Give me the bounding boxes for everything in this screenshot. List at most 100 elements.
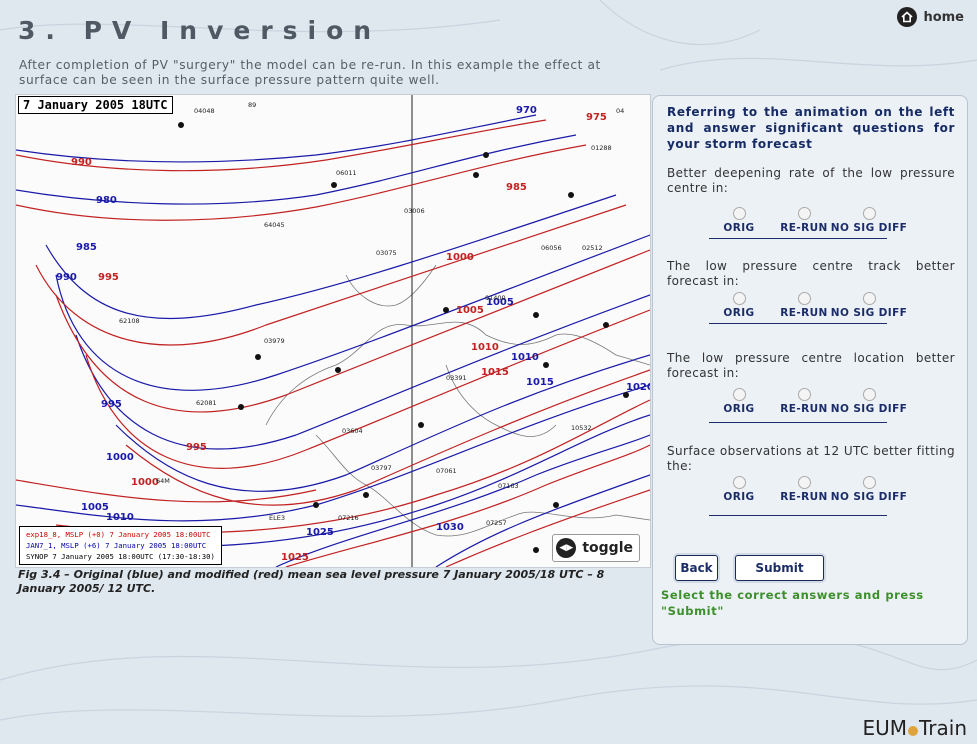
legend-synop: SYNOP 7 January 2005 18:00UTC (17:30-18:…: [26, 552, 215, 561]
radio-button[interactable]: [797, 292, 811, 305]
isobar-label: 990: [56, 272, 77, 283]
isobar-label: 990: [71, 157, 92, 168]
q2-option-nosigdiff[interactable]: NO SIG DIFF: [831, 292, 907, 319]
svg-text:89: 89: [248, 101, 256, 109]
svg-text:01400: 01400: [485, 294, 506, 302]
svg-text:03391: 03391: [446, 374, 467, 382]
coastlines: [265, 264, 650, 537]
isobar-label: 985: [506, 182, 527, 193]
isobar-label: 980: [96, 195, 117, 206]
radio-button[interactable]: [797, 207, 811, 220]
synop-stations: [178, 122, 629, 553]
question-3-options: ORIG RE-RUN NO SIG DIFF: [709, 388, 907, 415]
radio-button[interactable]: [732, 476, 746, 489]
home-icon: [897, 7, 918, 27]
back-button[interactable]: Back: [675, 555, 718, 581]
isobar-label: 1020: [626, 382, 650, 393]
radio-button[interactable]: [797, 476, 811, 489]
question-2-options: ORIG RE-RUN NO SIG DIFF: [709, 292, 907, 319]
isobar-label: 1005: [486, 297, 514, 308]
svg-text:03075: 03075: [376, 249, 397, 257]
radio-button[interactable]: [862, 476, 876, 489]
figure-caption: Fig 3.4 – Original (blue) and modified (…: [18, 568, 605, 595]
question-panel: Referring to the animation on the left a…: [652, 95, 968, 645]
separator: [709, 422, 887, 423]
isobar-label: 975: [586, 112, 607, 123]
svg-text:06011: 06011: [336, 169, 357, 177]
pressure-map: 980 985 990 995 1000 1005 1010 1025 1030…: [15, 94, 651, 568]
q1-option-nosigdiff[interactable]: NO SIG DIFF: [831, 207, 907, 234]
isobar-labels: 980 985 990 995 1000 1005 1010 1025 1030…: [56, 105, 650, 563]
radio-button[interactable]: [732, 292, 746, 305]
svg-text:62081: 62081: [196, 399, 217, 407]
question-3: The low pressure centre location better …: [667, 351, 955, 380]
q3-option-orig[interactable]: ORIG: [709, 388, 769, 415]
radio-button[interactable]: [732, 207, 746, 220]
q4-option-nosigdiff[interactable]: NO SIG DIFF: [831, 476, 907, 503]
submit-button[interactable]: Submit: [735, 555, 824, 581]
legend-original: JAN7_1, MSLP (+6) 7 January 2005 18:00UT…: [26, 541, 207, 550]
svg-text:03979: 03979: [264, 337, 285, 345]
toggle-button[interactable]: ◀▶ toggle: [552, 534, 640, 562]
question-4-options: ORIG RE-RUN NO SIG DIFF: [709, 476, 907, 503]
svg-text:64045: 64045: [264, 221, 285, 229]
isobar-label: 1030: [436, 522, 464, 533]
q3-option-rerun[interactable]: RE-RUN: [774, 388, 834, 415]
svg-text:07061: 07061: [436, 467, 457, 475]
isobar-label: 1010: [106, 512, 134, 523]
svg-text:04048: 04048: [194, 107, 215, 115]
q4-option-rerun[interactable]: RE-RUN: [774, 476, 834, 503]
q4-option-orig[interactable]: ORIG: [709, 476, 769, 503]
question-1-options: ORIG RE-RUN NO SIG DIFF: [709, 207, 907, 234]
svg-text:04: 04: [616, 107, 624, 115]
isobar-label: 1015: [526, 377, 554, 388]
isobar-label: 1025: [306, 527, 334, 538]
eumetrain-logo: EUM Train: [862, 716, 967, 740]
svg-text:64M: 64M: [156, 477, 170, 485]
svg-text:10532: 10532: [571, 424, 592, 432]
q3-option-nosigdiff[interactable]: NO SIG DIFF: [831, 388, 907, 415]
separator: [709, 515, 887, 516]
panel-intro: Referring to the animation on the left a…: [667, 105, 955, 151]
svg-text:62108: 62108: [119, 317, 140, 325]
svg-text:07216: 07216: [338, 514, 359, 522]
radio-button[interactable]: [862, 292, 876, 305]
radio-button[interactable]: [862, 207, 876, 220]
svg-text:01288: 01288: [591, 144, 612, 152]
isobar-label: 995: [101, 399, 122, 410]
isobar-label: 970: [516, 105, 537, 116]
radio-button[interactable]: [797, 388, 811, 401]
svg-text:02512: 02512: [582, 244, 603, 252]
radio-button[interactable]: [732, 388, 746, 401]
separator: [709, 238, 887, 239]
question-1: Better deepening rate of the low pressur…: [667, 166, 955, 195]
map-date-label: 7 January 2005 18UTC: [18, 96, 173, 114]
q1-option-orig[interactable]: ORIG: [709, 207, 769, 234]
radio-button[interactable]: [862, 388, 876, 401]
svg-text:03006: 03006: [404, 207, 425, 215]
red-isobars: [16, 119, 650, 567]
toggle-icon: ◀▶: [556, 538, 577, 558]
legend-modified: exp18_8, MSLP (+0) 7 January 2005 18:00U…: [26, 530, 211, 539]
isobar-label: 1005: [81, 502, 109, 513]
map-svg: 980 985 990 995 1000 1005 1010 1025 1030…: [16, 95, 650, 567]
svg-text:07163: 07163: [498, 482, 519, 490]
isobar-label: 985: [76, 242, 97, 253]
q2-option-orig[interactable]: ORIG: [709, 292, 769, 319]
svg-text:03797: 03797: [371, 464, 392, 472]
isobar-label: 1000: [131, 477, 159, 488]
home-label: home: [923, 9, 964, 25]
isobar-label: 1000: [446, 252, 474, 263]
q2-option-rerun[interactable]: RE-RUN: [774, 292, 834, 319]
q1-option-rerun[interactable]: RE-RUN: [774, 207, 834, 234]
question-2: The low pressure centre track better for…: [667, 259, 955, 288]
isobar-label: 1010: [471, 342, 499, 353]
isobar-label: 995: [98, 272, 119, 283]
isobar-label: 1015: [481, 367, 509, 378]
home-button[interactable]: home: [897, 7, 964, 27]
synop-numbers: 04048 89 06011 64045 62108 03979 03391 03604 0…: [119, 101, 624, 527]
svg-text:07257: 07257: [486, 519, 507, 527]
toggle-label: toggle: [582, 540, 633, 556]
question-4: Surface observations at 12 UTC better fi…: [667, 444, 955, 473]
